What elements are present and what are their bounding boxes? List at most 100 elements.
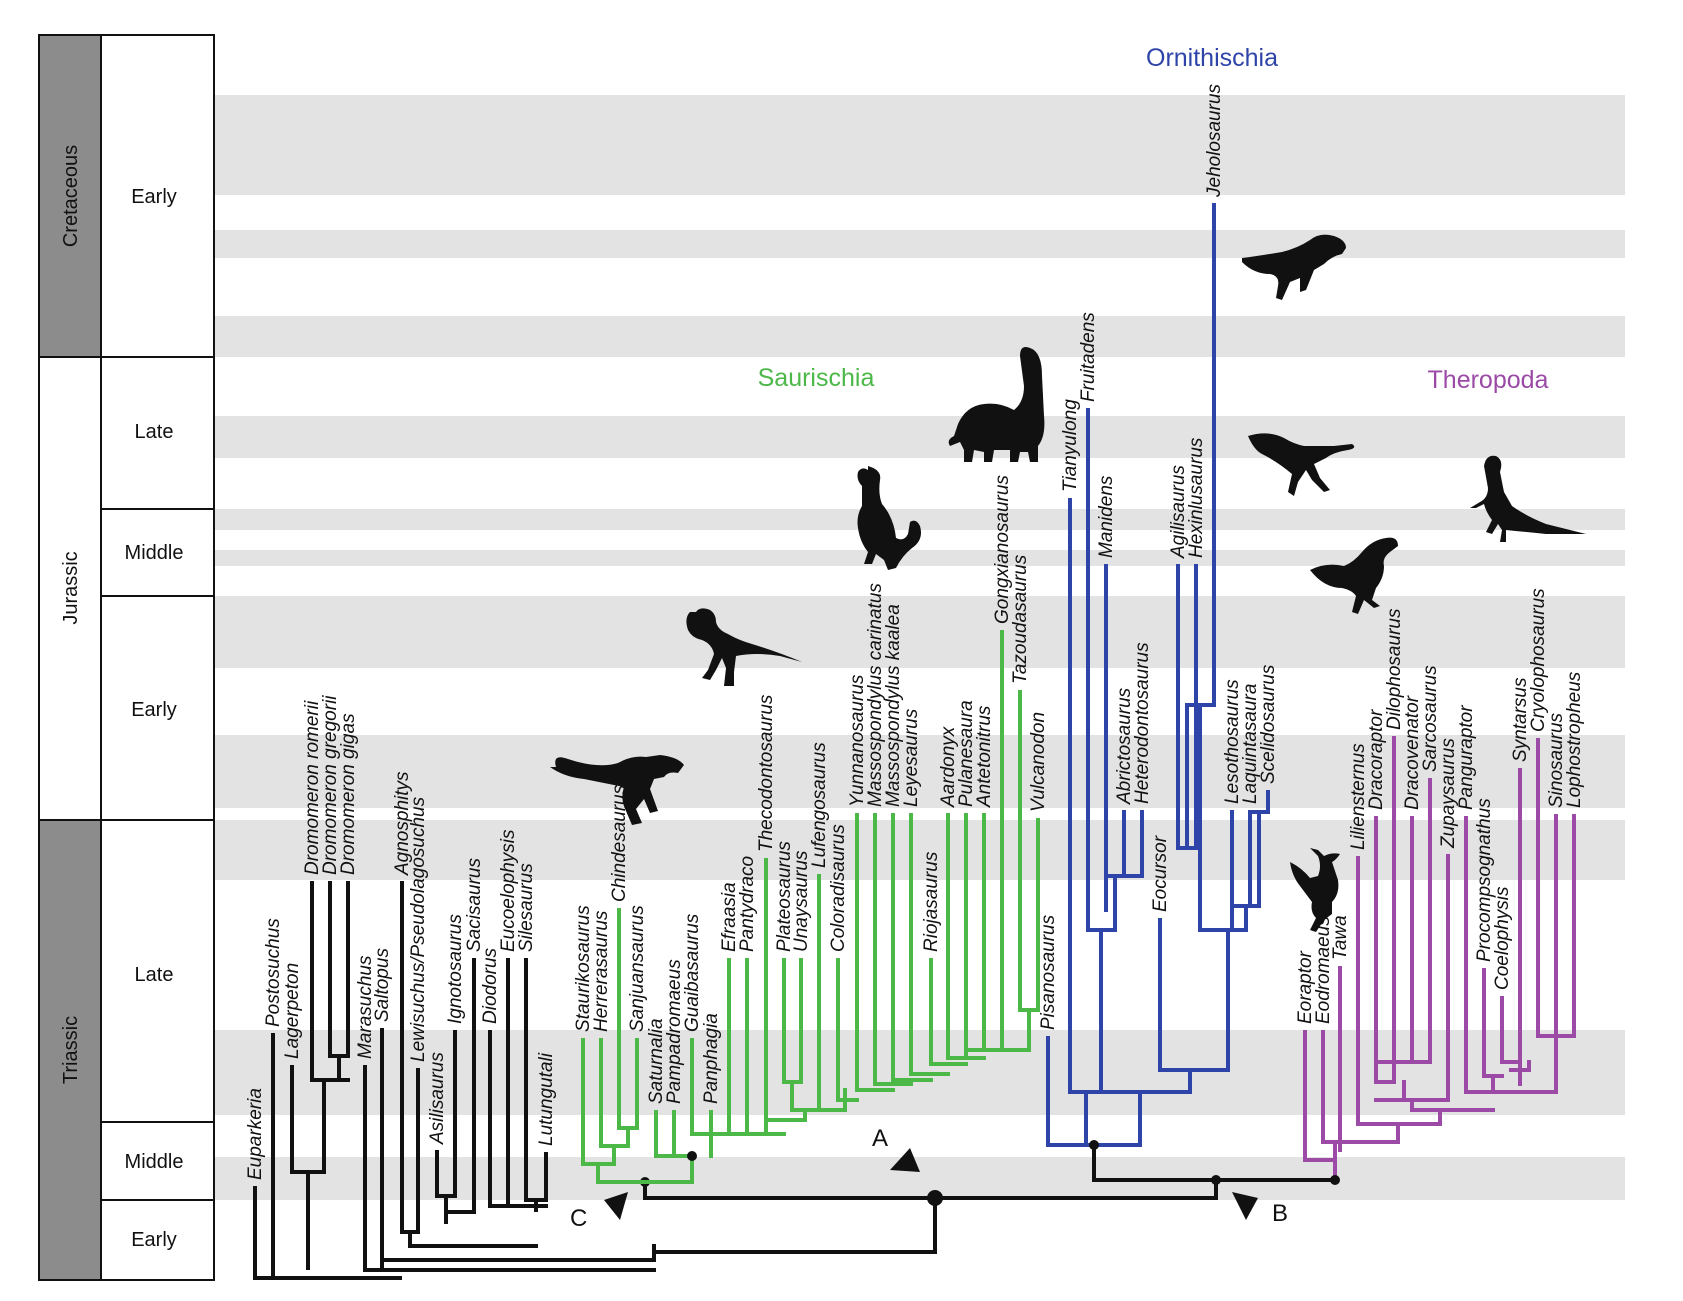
node-dot xyxy=(927,1190,943,1206)
taxon-label: Euparkeria xyxy=(245,1088,266,1180)
prosauropod-icon xyxy=(857,466,921,570)
coelophysoid-icon xyxy=(1470,455,1586,542)
period-triassic-box xyxy=(38,819,102,1281)
theropod-icon xyxy=(686,608,802,686)
taxon-label: Zupaysaurus xyxy=(1438,738,1459,849)
clade-label-saurischia: Saurischia xyxy=(758,364,875,392)
epoch-box xyxy=(100,1199,215,1281)
taxon-label: Sacisaurus xyxy=(464,858,485,952)
arrowhead-b xyxy=(1232,1192,1258,1220)
taxon-label: Dromomeron gregorii xyxy=(320,695,341,875)
time-band xyxy=(214,596,1625,668)
period-label-jurassic: Jurassic xyxy=(60,551,82,624)
taxon-label: Riojasaurus xyxy=(921,851,942,952)
time-band xyxy=(214,735,1625,808)
taxon-label: Agilisaurus xyxy=(1168,465,1189,559)
taxon-label: Aardonyx xyxy=(938,725,959,808)
taxon-label: Massospondylus kaalea xyxy=(883,604,904,807)
taxon-label: Agnosphitys xyxy=(392,771,413,876)
time-band xyxy=(214,416,1625,458)
taxon-label: Pantydraco xyxy=(737,856,758,952)
taxon-label: Tawa xyxy=(1330,915,1351,960)
time-band xyxy=(214,550,1625,566)
epoch-label: Middle xyxy=(125,542,184,564)
epoch-box xyxy=(100,595,215,821)
time-band xyxy=(214,316,1625,357)
taxon-label: Pisanosaurus xyxy=(1038,914,1059,1030)
clade-label-theropoda: Theropoda xyxy=(1428,366,1549,394)
taxon-label: Herrerasaurus xyxy=(591,910,612,1032)
taxon-label: Procompsognathus xyxy=(1474,798,1495,962)
time-scale: Cretaceous Jurassic Triassic Early Late … xyxy=(38,34,215,1281)
dilophosaur-icon xyxy=(1310,537,1398,614)
taxon-label: Gongxianosaurus xyxy=(992,475,1013,624)
taxon-label: Thecodontosaurus xyxy=(756,694,777,852)
taxon-label: Lufengosaurus xyxy=(809,742,830,868)
node-label-b: B xyxy=(1272,1200,1288,1227)
epoch-label: Late xyxy=(135,964,174,986)
taxon-label: Syntarsus xyxy=(1510,677,1531,762)
taxon-label: Fruitadens xyxy=(1078,312,1099,402)
period-label-cretaceous: Cretaceous xyxy=(60,145,82,247)
taxon-label: Sarcosaurus xyxy=(1420,665,1441,772)
taxon-label: Liliensternus xyxy=(1348,743,1369,850)
node-arrows: A B C xyxy=(570,1125,1288,1232)
clade-label-ornithischia: Ornithischia xyxy=(1146,44,1278,72)
taxon-label: Efraasia xyxy=(719,882,740,952)
epoch-label: Middle xyxy=(125,1151,184,1173)
period-label-triassic: Triassic xyxy=(60,1016,82,1084)
taxon-label: Cryolophosaurus xyxy=(1528,588,1549,732)
taxon-label: Eocursor xyxy=(1150,835,1171,912)
taxon-label: Pampadromaeus xyxy=(664,959,685,1104)
taxon-label: Scelidosaurus xyxy=(1258,664,1279,784)
taxon-label: Chindesaurus xyxy=(609,784,630,902)
taxon-label: Eoraptor xyxy=(1295,950,1316,1024)
node-dot xyxy=(1330,1175,1340,1185)
epoch-box xyxy=(100,1121,215,1201)
taxon-label: Postosuchus xyxy=(263,918,284,1027)
taxon-label: Eucoelophysis xyxy=(498,829,519,952)
epoch-label: Early xyxy=(131,1229,177,1251)
taxon-label: Heterodontosaurus xyxy=(1132,642,1153,804)
taxon-label: Coelophysis xyxy=(1492,886,1513,990)
taxon-label: Lutungutali xyxy=(536,1052,557,1146)
taxon-label: Lesothosaurus xyxy=(1222,679,1243,804)
taxon-label: Lewisuchus/Pseudolagosuchus xyxy=(408,796,429,1062)
node-dot xyxy=(687,1151,697,1161)
time-band xyxy=(214,820,1625,880)
taxon-label: Diodorus xyxy=(480,947,501,1024)
taxon-label: Panguraptor xyxy=(1456,705,1477,810)
taxon-label: Tianyulong xyxy=(1060,399,1081,492)
epoch-box xyxy=(100,34,215,358)
taxon-label: Saturnalia xyxy=(646,1018,667,1104)
silhouettes xyxy=(550,234,1586,932)
ornithopod-icon xyxy=(1248,433,1355,496)
taxon-label: Massospondylus carinatus xyxy=(865,583,886,807)
taxon-label: Pulanesaura xyxy=(956,700,977,807)
taxon-label: Guaibasaurus xyxy=(682,913,703,1032)
sauropod-icon xyxy=(948,347,1045,462)
epoch-label: Early xyxy=(131,186,177,208)
taxon-label: Abrictosaurus xyxy=(1114,687,1135,805)
taxon-label: Dilophosaurus xyxy=(1384,608,1405,730)
taxon-label: Marasuchus xyxy=(355,955,376,1059)
epoch-label: Early xyxy=(131,699,177,721)
epoch-label: Late xyxy=(135,421,174,443)
taxon-label: Panphagia xyxy=(701,1013,722,1104)
taxon-label: Lophostropheus xyxy=(1564,671,1585,808)
taxon-label: Yunnanosaurus xyxy=(847,674,868,807)
taxon-label: Lagerpeton xyxy=(282,963,303,1059)
epoch-box xyxy=(100,356,215,510)
taxon-label: Asilisaurus xyxy=(427,1052,448,1145)
taxon-label: Dromomeron gigas xyxy=(338,713,359,875)
taxon-label: Tazoudasaurus xyxy=(1010,554,1031,684)
taxon-label: Saltopus xyxy=(372,948,393,1022)
taxon-label: Eodromaeus xyxy=(1313,916,1334,1024)
time-bands xyxy=(214,95,1625,1200)
taxon-label: Coloradisaurus xyxy=(828,824,849,952)
taxon-label: Staurikosaurus xyxy=(573,905,594,1032)
herrerasaur-icon xyxy=(1290,848,1340,932)
taxon-label: Unaysaurus xyxy=(791,850,812,952)
taxon-label: Jeholosaurus xyxy=(1204,83,1225,198)
